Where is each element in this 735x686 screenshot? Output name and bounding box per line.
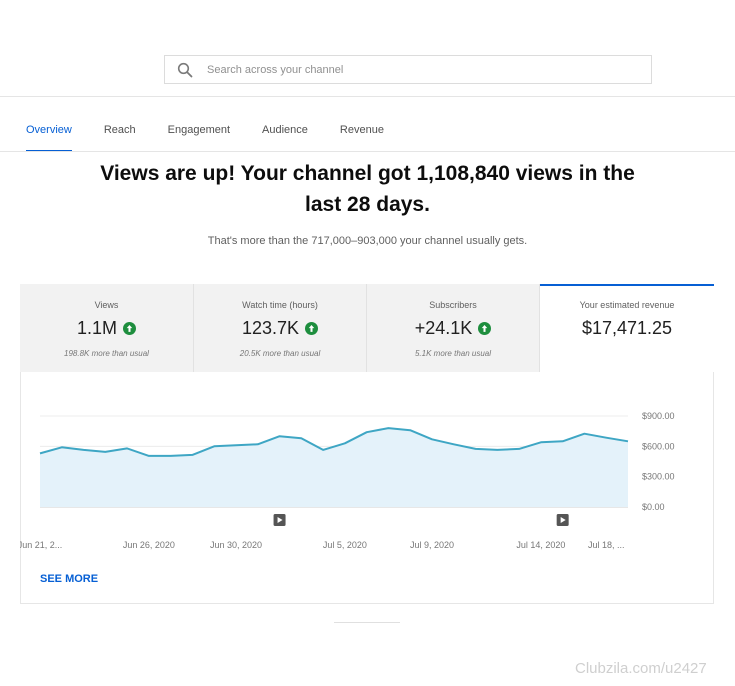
header-divider (0, 96, 735, 97)
tab-overview[interactable]: Overview (26, 124, 72, 152)
search-bar[interactable] (164, 55, 652, 84)
x-tick-label: Jul 14, 2020 (516, 540, 565, 550)
search-icon (177, 62, 193, 77)
revenue-line (39, 427, 629, 457)
tab-engagement[interactable]: Engagement (167, 124, 231, 136)
metric-value: +24.1K (367, 318, 539, 339)
x-tick-label: Jun 26, 2020 (123, 540, 175, 550)
trend-up-icon (478, 322, 492, 335)
metric-views[interactable]: Views 1.1M 198.8K more than usual (20, 284, 194, 372)
analytics-tabs: Overview Reach Engagement Audience Reven… (26, 124, 416, 152)
metric-value-text: +24.1K (414, 318, 473, 338)
metric-value: 1.1M (20, 318, 193, 339)
tab-audience[interactable]: Audience (262, 124, 308, 136)
metric-note: 198.8K more than usual (64, 349, 149, 358)
tab-reach[interactable]: Reach (103, 124, 136, 136)
metric-subscribers[interactable]: Subscribers +24.1K 5.1K more than usual (367, 284, 540, 372)
metric-note: 5.1K more than usual (414, 349, 492, 358)
x-tick-label: Jun 30, 2020 (210, 540, 262, 550)
play-icon-glyph (560, 517, 566, 523)
watermark: Clubzila.com/u2427 (575, 660, 707, 677)
metric-note: 20.5K more than usual (239, 349, 321, 358)
metric-estimated-revenue[interactable]: Your estimated revenue $17,471.25 (540, 284, 714, 372)
trend-up-icon (123, 322, 137, 335)
metric-value-text: $17,471.25 (581, 318, 673, 338)
metric-label: Views (94, 300, 119, 310)
metric-label: Your estimated revenue (579, 300, 675, 310)
y-tick-label: $900.00 (642, 411, 675, 421)
revenue-area (40, 428, 628, 507)
y-tick-label: $0.00 (642, 502, 665, 512)
play-icon-glyph (277, 517, 283, 523)
metric-label: Subscribers (429, 300, 477, 310)
x-tick-label: Jul 9, 2020 (410, 540, 454, 550)
x-tick-label: Jul 18, ... (588, 540, 625, 550)
x-tick-label: Jul 5, 2020 (323, 540, 367, 550)
y-tick-label: $300.00 (642, 472, 675, 482)
tabs-divider (0, 151, 735, 152)
page-subline: That's more than the 717,000–903,000 you… (207, 235, 528, 247)
x-tick-label: Jun 21, 2... (20, 540, 62, 550)
bottom-handle (334, 622, 400, 623)
metric-value-text: 123.7K (241, 318, 300, 338)
metric-watch-time[interactable]: Watch time (hours) 123.7K 20.5K more tha… (194, 284, 367, 372)
search-input[interactable] (207, 63, 607, 76)
metric-value: $17,471.25 (540, 318, 714, 339)
see-more-link[interactable]: SEE MORE (40, 573, 99, 585)
trend-up-icon (305, 322, 319, 335)
y-tick-label: $600.00 (642, 441, 675, 451)
revenue-chart-svg: $900.00 $600.00 $300.00 $0.00 Jun 21, 2... Ju… (20, 411, 675, 550)
metric-label: Watch time (hours) (242, 300, 318, 310)
metric-value-text: 1.1M (76, 318, 118, 338)
tab-revenue[interactable]: Revenue (339, 124, 384, 136)
metric-value: 123.7K (194, 318, 366, 339)
page-headline: Views are up! Your channel got 1,108,840… (100, 162, 635, 216)
revenue-chart: $900.00 $600.00 $300.00 $0.00 Jun 21, 2... Ju… (20, 372, 714, 572)
metric-tabs: Views 1.1M 198.8K more than usual Watch … (20, 284, 714, 372)
